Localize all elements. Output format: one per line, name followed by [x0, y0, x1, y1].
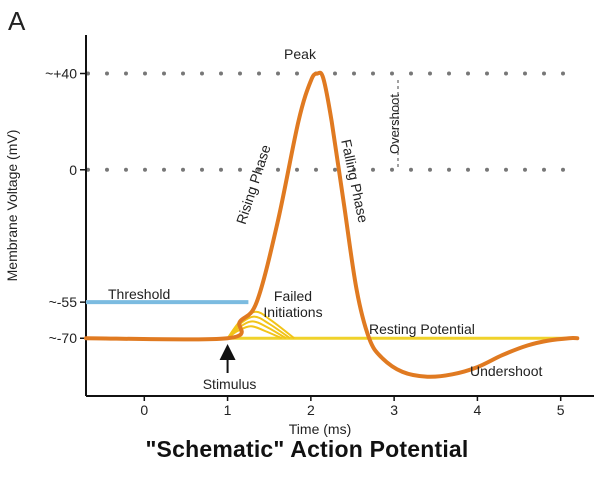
action-potential-trace — [84, 70, 580, 379]
y-axis-label: Membrane Voltage (mV) — [4, 130, 20, 282]
x-tick-label: 4 — [474, 402, 482, 418]
chart-title: "Schematic" Action Potential — [145, 436, 469, 462]
peak-label: Peak — [284, 46, 317, 62]
threshold-label: Threshold — [108, 286, 170, 302]
y-tick-label: 0 — [69, 162, 77, 178]
undershoot-label: Undershoot — [470, 363, 542, 379]
x-tick-label: 0 — [140, 402, 148, 418]
resting-potential-label: Resting Potential — [369, 321, 475, 337]
y-tick-label: ~-55 — [49, 294, 78, 310]
failed-label: Failed — [274, 288, 312, 304]
stimulus-label: Stimulus — [203, 376, 257, 392]
y-tick-label: ~-70 — [49, 330, 78, 346]
x-axis-label: Time (ms) — [289, 421, 351, 437]
failed-initiation-curve — [226, 315, 291, 340]
x-tick-label: 5 — [557, 402, 565, 418]
failed-initiation-curve — [226, 310, 295, 339]
axes: ~+40 0 ~-55 ~-70 0 1 2 3 4 5 Time (ms) Membrane Vol… — [4, 35, 594, 437]
overshoot-label: Overshoot — [387, 94, 402, 154]
rising-phase-label: Rising Phase — [233, 143, 274, 227]
panel-letter: A — [8, 6, 26, 36]
x-tick-label: 2 — [307, 402, 315, 418]
failed-initiation-curve — [226, 325, 283, 340]
series-group — [84, 70, 580, 379]
initiations-label: Initiations — [263, 304, 322, 320]
x-tick-label: 3 — [390, 402, 398, 418]
failed-initiation-curve — [226, 320, 287, 340]
x-tick-label: 1 — [224, 402, 232, 418]
y-tick-label: ~+40 — [45, 66, 77, 82]
